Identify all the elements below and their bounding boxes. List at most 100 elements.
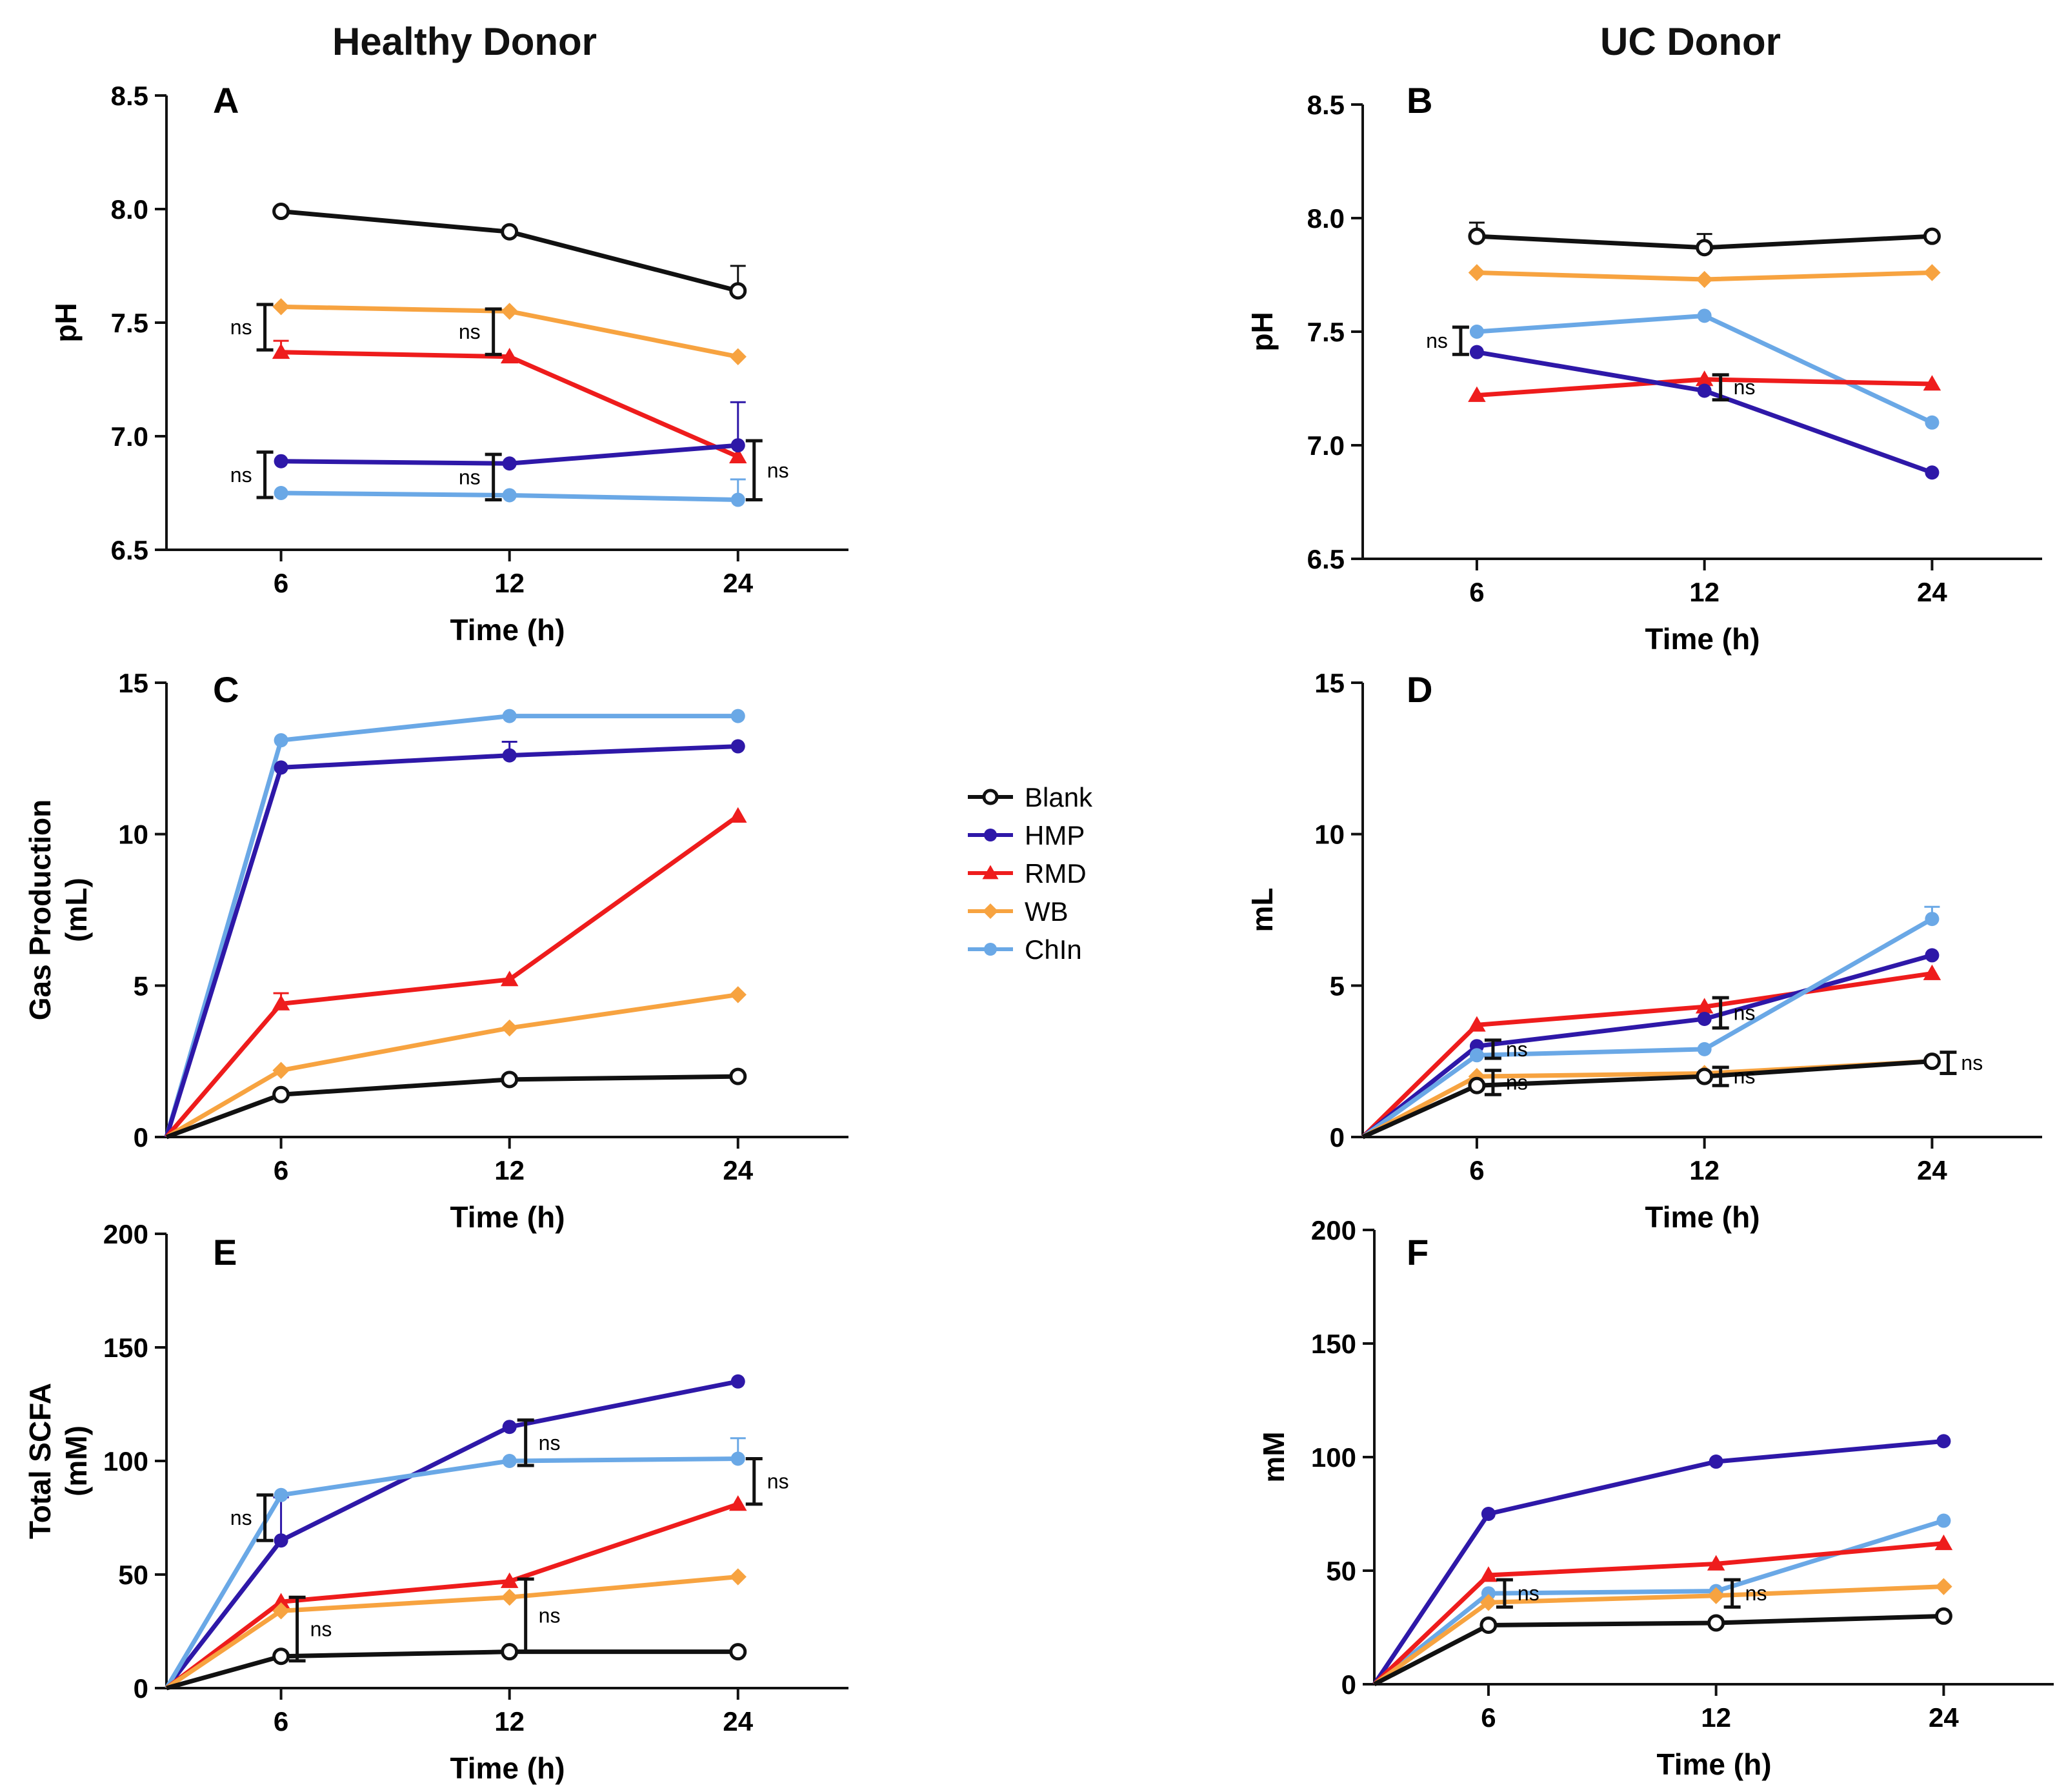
data-point (1468, 264, 1486, 281)
series-rmd (272, 339, 747, 463)
data-point (730, 438, 745, 453)
data-point (729, 1643, 747, 1661)
data-point (1707, 1555, 1725, 1571)
x-axis-title: Time (h) (1656, 1747, 1771, 1781)
y-tick-label: 0 (1341, 1669, 1356, 1700)
series-line (164, 744, 738, 1138)
data-point (1468, 1016, 1486, 1032)
series-line (1372, 1438, 1944, 1686)
panel-letter: E (213, 1232, 237, 1273)
ns-annotation: ns (1712, 373, 1755, 402)
data-point (502, 1420, 517, 1435)
y-tick-label: 0 (1330, 1122, 1345, 1153)
data-point (274, 1487, 288, 1502)
y-tick-label: 7.5 (1307, 317, 1345, 347)
legend-label: ChIn (1025, 934, 1082, 965)
data-point (1925, 415, 1940, 430)
y-tick-label: 100 (103, 1446, 148, 1476)
data-point (1709, 1455, 1723, 1469)
data-point (502, 1454, 517, 1468)
legend-marker (982, 865, 999, 880)
legend-label: HMP (1025, 820, 1085, 851)
series-hmp (274, 401, 746, 471)
ns-label: ns (1734, 1002, 1756, 1025)
ns-annotation: ns (288, 1595, 332, 1663)
legend-marker (983, 903, 998, 919)
ns-annotation: ns (517, 1418, 560, 1467)
data-point (730, 1374, 745, 1389)
data-point (1696, 270, 1713, 288)
chart-panel-f: 0 50 100 150 200 6 12 24 Time (h) mM Fns ns (1257, 1215, 2054, 1781)
data-point (1936, 1513, 1951, 1528)
y-axis-title: pH (49, 303, 83, 342)
data-point (501, 1071, 519, 1089)
column-title-healthy: Healthy Donor (332, 20, 597, 63)
series-line (165, 814, 739, 1139)
panel-letter: A (213, 80, 239, 121)
data-point (1468, 386, 1486, 402)
data-point (1468, 1076, 1486, 1094)
y-axis-title: mL (1245, 888, 1279, 932)
x-tick-label: 12 (1689, 1155, 1720, 1185)
x-axis-title: Time (h) (1645, 1200, 1760, 1234)
data-point (1696, 1067, 1714, 1085)
y-axis-title-line: Total SCFA (23, 1383, 57, 1539)
y-tick-label: 8.5 (111, 81, 148, 111)
legend-item-chin: ChIn (968, 934, 1082, 965)
legend-item-rmd: RMD (968, 858, 1087, 889)
y-axis-title: mM (1257, 1431, 1290, 1482)
x-axis-title: Time (h) (450, 1751, 565, 1785)
data-point (1479, 1616, 1498, 1634)
data-point (729, 1568, 747, 1586)
y-tick-label: 0 (134, 1122, 148, 1153)
data-point (1481, 1586, 1496, 1601)
series-wb (1372, 1578, 1952, 1686)
series-wb (165, 986, 747, 1140)
data-point (500, 1572, 519, 1588)
data-point (729, 807, 747, 823)
x-tick-label: 6 (1481, 1702, 1496, 1733)
data-point (1697, 1042, 1712, 1056)
data-point (729, 986, 747, 1003)
data-point (502, 456, 517, 471)
series-line (165, 1502, 739, 1690)
series-blank (166, 1643, 747, 1691)
y-tick-label: 8.5 (1307, 90, 1345, 120)
legend-label: RMD (1025, 858, 1087, 889)
ns-annotation: ns (1496, 1578, 1539, 1609)
series-line (1361, 917, 1934, 1139)
x-tick-label: 12 (1689, 577, 1720, 607)
data-point (1925, 948, 1940, 963)
data-point (730, 739, 745, 754)
y-tick-label: 100 (1311, 1442, 1356, 1473)
series-chin (164, 709, 745, 1138)
ns-annotation: ns (1484, 1069, 1528, 1096)
data-point (1697, 308, 1712, 323)
data-point (1923, 227, 1941, 245)
series-hmp (165, 1374, 745, 1690)
data-point (1707, 1587, 1725, 1604)
y-axis-title: Gas Production(mL) (23, 800, 93, 1020)
y-tick-label: 200 (1311, 1215, 1356, 1245)
x-tick-label: 24 (1917, 577, 1947, 607)
series-rmd (165, 1495, 747, 1690)
series-hmp (1469, 345, 1940, 480)
chart-panel-a: 6.5 7.0 7.5 8.0 8.5 6 12 24 Time (h) pH Ans ns ns ns n… (49, 80, 848, 647)
legend-marker (982, 789, 999, 805)
series-line (1372, 1584, 1944, 1686)
ns-annotation: ns (517, 1577, 560, 1654)
series-chin (1361, 905, 1940, 1139)
data-point (272, 203, 290, 221)
data-point (274, 486, 288, 500)
data-point (272, 994, 290, 1011)
series-line (164, 714, 738, 1138)
series-chin (164, 1437, 746, 1689)
data-point (729, 447, 747, 463)
data-point (1469, 1048, 1484, 1063)
series-blank (1361, 1052, 1941, 1140)
series-line (1361, 953, 1933, 1139)
ns-annotation: ns (1940, 1051, 1983, 1075)
series-blank (1468, 221, 1941, 257)
y-axis-title-line: Gas Production (23, 800, 57, 1020)
y-tick-label: 50 (118, 1560, 148, 1590)
